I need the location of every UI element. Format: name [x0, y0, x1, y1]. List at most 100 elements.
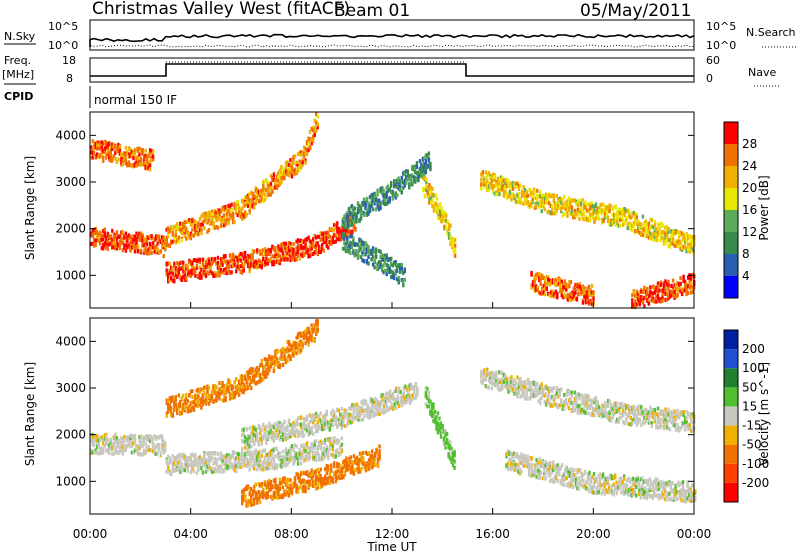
scatter-cell — [273, 369, 275, 373]
scatter-cell — [166, 414, 168, 418]
scatter-cell — [401, 263, 403, 267]
scatter-cell — [134, 250, 136, 254]
scatter-cell — [544, 207, 546, 211]
scatter-cell — [270, 250, 272, 254]
scatter-cell — [536, 198, 538, 202]
scatter-cell — [642, 300, 644, 304]
noise-panel: N.Sky 10^5 10^0 10^5 10^0 N.Search — [4, 20, 796, 52]
scatter-cell — [615, 205, 617, 209]
scatter-cell — [205, 394, 207, 398]
scatter-cell — [191, 395, 193, 399]
scatter-cell — [149, 167, 151, 171]
scatter-cell — [179, 404, 181, 408]
scatter-cell — [119, 145, 121, 149]
scatter-cell — [235, 377, 237, 381]
noise-right-label: N.Search — [746, 26, 796, 39]
scatter-cell — [425, 178, 427, 182]
scatter-cell — [556, 292, 558, 296]
scatter-cell — [194, 220, 196, 224]
scatter-cell — [227, 221, 229, 225]
scatter-cell — [235, 468, 237, 472]
scatter-cell — [657, 238, 659, 242]
scatter-cell — [292, 161, 294, 165]
scatter-cell — [253, 502, 255, 506]
scatter-cell — [390, 184, 392, 188]
scatter-cell — [306, 441, 308, 445]
scatter-cell — [203, 386, 205, 390]
scatter-cell — [110, 438, 112, 442]
scatter-cell — [544, 292, 546, 296]
scatter-cell — [233, 451, 235, 455]
scatter-cell — [208, 228, 210, 232]
scatter-cell — [657, 294, 659, 298]
scatter-cell — [636, 216, 638, 220]
scatter-cell — [551, 204, 553, 208]
scatter-cell — [592, 290, 594, 294]
scatter-cell — [289, 484, 291, 488]
power-ylabel: Slant Range [km] — [23, 156, 37, 260]
scatter-cell — [246, 213, 248, 217]
scatter-cell — [351, 222, 353, 226]
scatter-cell — [373, 192, 375, 196]
scatter-cell — [164, 447, 166, 451]
scatter-cell — [306, 152, 308, 156]
scatter-cell — [480, 186, 482, 190]
scatter-cell — [123, 439, 125, 443]
scatter-cell — [405, 181, 407, 185]
scatter-cell — [488, 188, 490, 192]
nave-label: Nave — [748, 66, 776, 79]
scatter-cell — [96, 434, 98, 438]
scatter-cell — [351, 230, 353, 234]
scatter-cell — [292, 248, 294, 252]
scatter-cell — [197, 466, 199, 470]
scatter-cell — [407, 169, 409, 173]
scatter-cell — [607, 216, 609, 220]
scatter-cell — [237, 200, 239, 204]
scatter-cell — [598, 217, 600, 221]
scatter-cell — [445, 214, 447, 218]
scatter-cell — [436, 197, 438, 201]
scatter-cell — [346, 236, 348, 240]
scatter-cell — [233, 220, 235, 224]
scatter-cell — [428, 158, 430, 162]
scatter-cell — [317, 115, 319, 119]
scatter-cell — [163, 254, 165, 258]
scatter-cell — [227, 209, 229, 213]
scatter-cell — [161, 435, 163, 439]
scatter-cell — [317, 327, 319, 331]
scatter-cell — [679, 282, 681, 286]
noise-left-label: N.Sky — [4, 30, 36, 43]
scatter-cell — [398, 279, 400, 283]
scatter-cell — [285, 447, 287, 451]
scatter-cell — [184, 468, 186, 472]
scatter-cell — [179, 222, 181, 226]
scatter-cell — [218, 470, 220, 474]
scatter-cell — [298, 257, 300, 261]
scatter-cell — [160, 452, 162, 456]
scatter-cell — [132, 156, 134, 160]
scatter-cell — [279, 487, 281, 491]
scatter-cell — [223, 213, 225, 217]
scatter-cell — [194, 274, 196, 278]
scatter-cell — [431, 199, 433, 203]
scatter-cell — [367, 255, 369, 259]
scatter-cell — [401, 267, 403, 271]
scatter-cell — [178, 236, 180, 240]
scatter-cell — [494, 175, 496, 179]
scatter-cell — [648, 302, 650, 306]
scatter-cell — [187, 265, 189, 269]
scatter-cell — [122, 452, 124, 456]
scatter-cell — [563, 212, 565, 216]
scatter-cell — [315, 439, 317, 443]
scatter-cell — [519, 183, 521, 187]
scatter-cell — [304, 243, 306, 247]
scatter-cell — [107, 438, 109, 442]
scatter-cell — [238, 452, 240, 456]
scatter-cell — [258, 368, 260, 372]
scatter-cell — [660, 283, 662, 287]
y-tick-label: 4000 — [55, 128, 86, 142]
scatter-cell — [556, 194, 558, 198]
scatter-cell — [527, 194, 529, 198]
noise-left-tick-bottom: 10^0 — [48, 39, 78, 52]
scatter-cell — [382, 189, 384, 193]
